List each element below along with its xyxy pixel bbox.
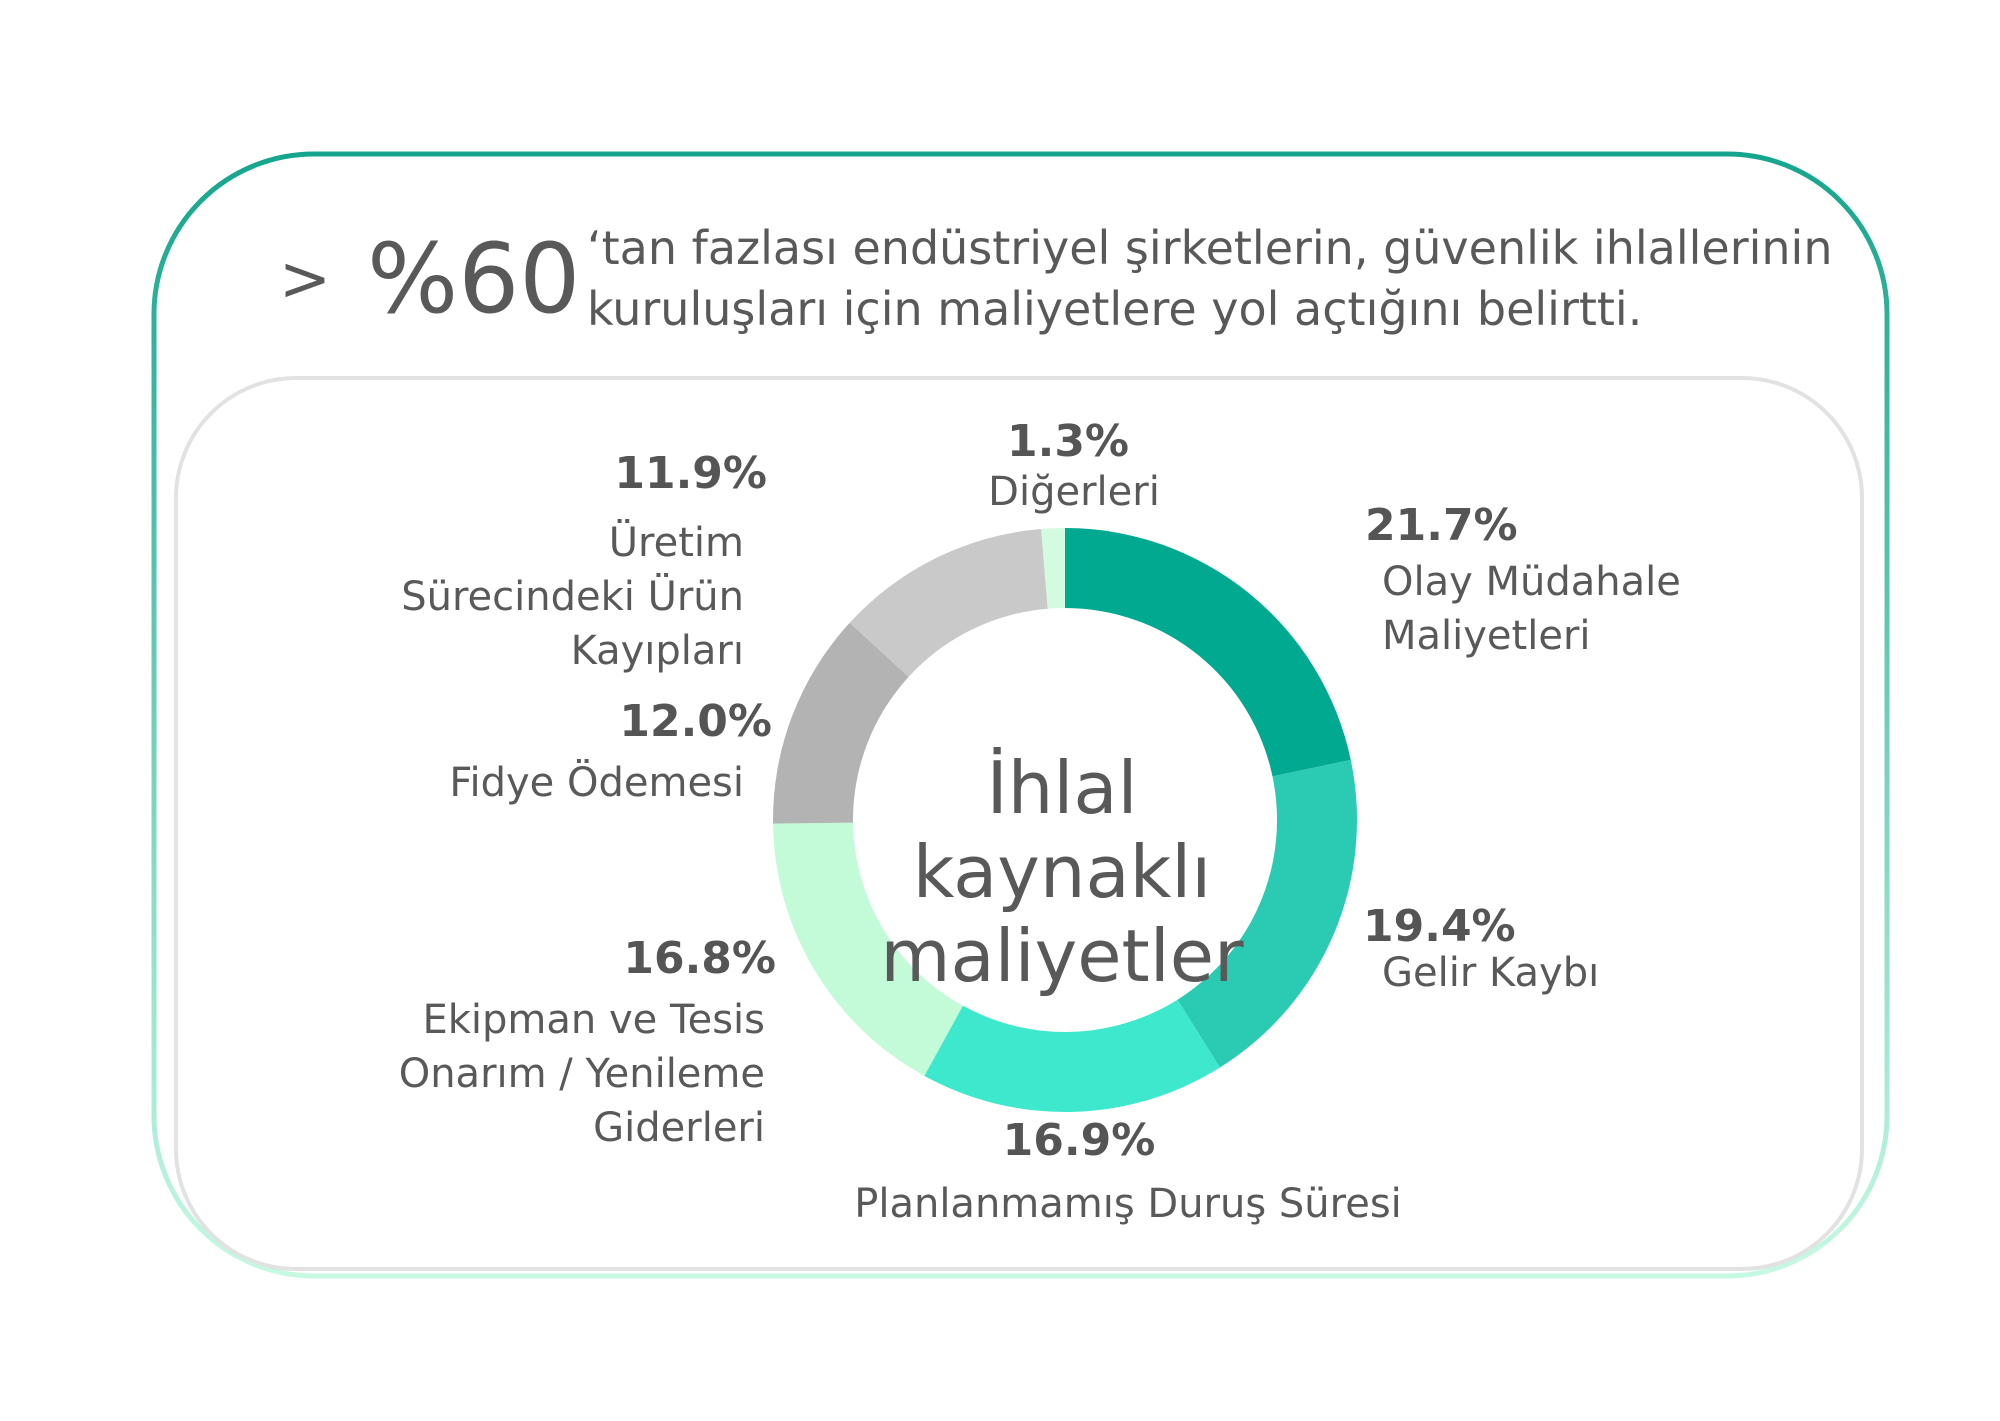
- category-label: Fidye Ödemesi: [449, 758, 744, 806]
- category-label: Planlanmamış Duruş Süresi: [854, 1181, 1402, 1227]
- value-label: 12.0%: [619, 696, 772, 747]
- value-label: 16.8%: [623, 933, 776, 984]
- header-highlight: %60: [367, 223, 580, 335]
- center-label: İhlal kaynaklı maliyetler: [880, 746, 1244, 998]
- value-label: 21.7%: [1365, 500, 1518, 551]
- category-label: Üretim Sürecindeki Ürün Kayıpları: [401, 518, 744, 674]
- donut-segment: [773, 622, 909, 824]
- value-label: 19.4%: [1363, 901, 1516, 952]
- category-label: Ekipman ve Tesis Onarım / Yenileme Giderle…: [399, 997, 765, 1151]
- donut-segment: [1041, 528, 1065, 609]
- donut-segment: [849, 528, 1048, 677]
- donut-chart: 21.7% Olay Müdahale Maliyetleri 19.4%Gelir …: [399, 416, 1681, 1227]
- header-line: ‘tan fazlası endüstriyel şirketlerin, gü…: [587, 221, 1832, 275]
- header-prefix: >: [279, 242, 331, 315]
- header-line: kuruluşları için maliyetlere yol açtığın…: [587, 282, 1642, 336]
- inner-frame: [174, 376, 1864, 1271]
- value-label: 1.3%: [1007, 416, 1129, 467]
- value-label: 16.9%: [1003, 1115, 1156, 1166]
- category-label: Gelir Kaybı: [1382, 950, 1599, 996]
- outer-frame: [151, 151, 1890, 1279]
- category-label: Diğerleri: [988, 469, 1160, 515]
- donut-segment: [924, 999, 1220, 1112]
- value-label: 11.9%: [614, 448, 767, 499]
- category-label: Olay Müdahale Maliyetleri: [1382, 559, 1681, 659]
- donut-segment: [773, 822, 963, 1076]
- donut-segment: [1065, 528, 1351, 777]
- donut-segment: [1177, 759, 1357, 1068]
